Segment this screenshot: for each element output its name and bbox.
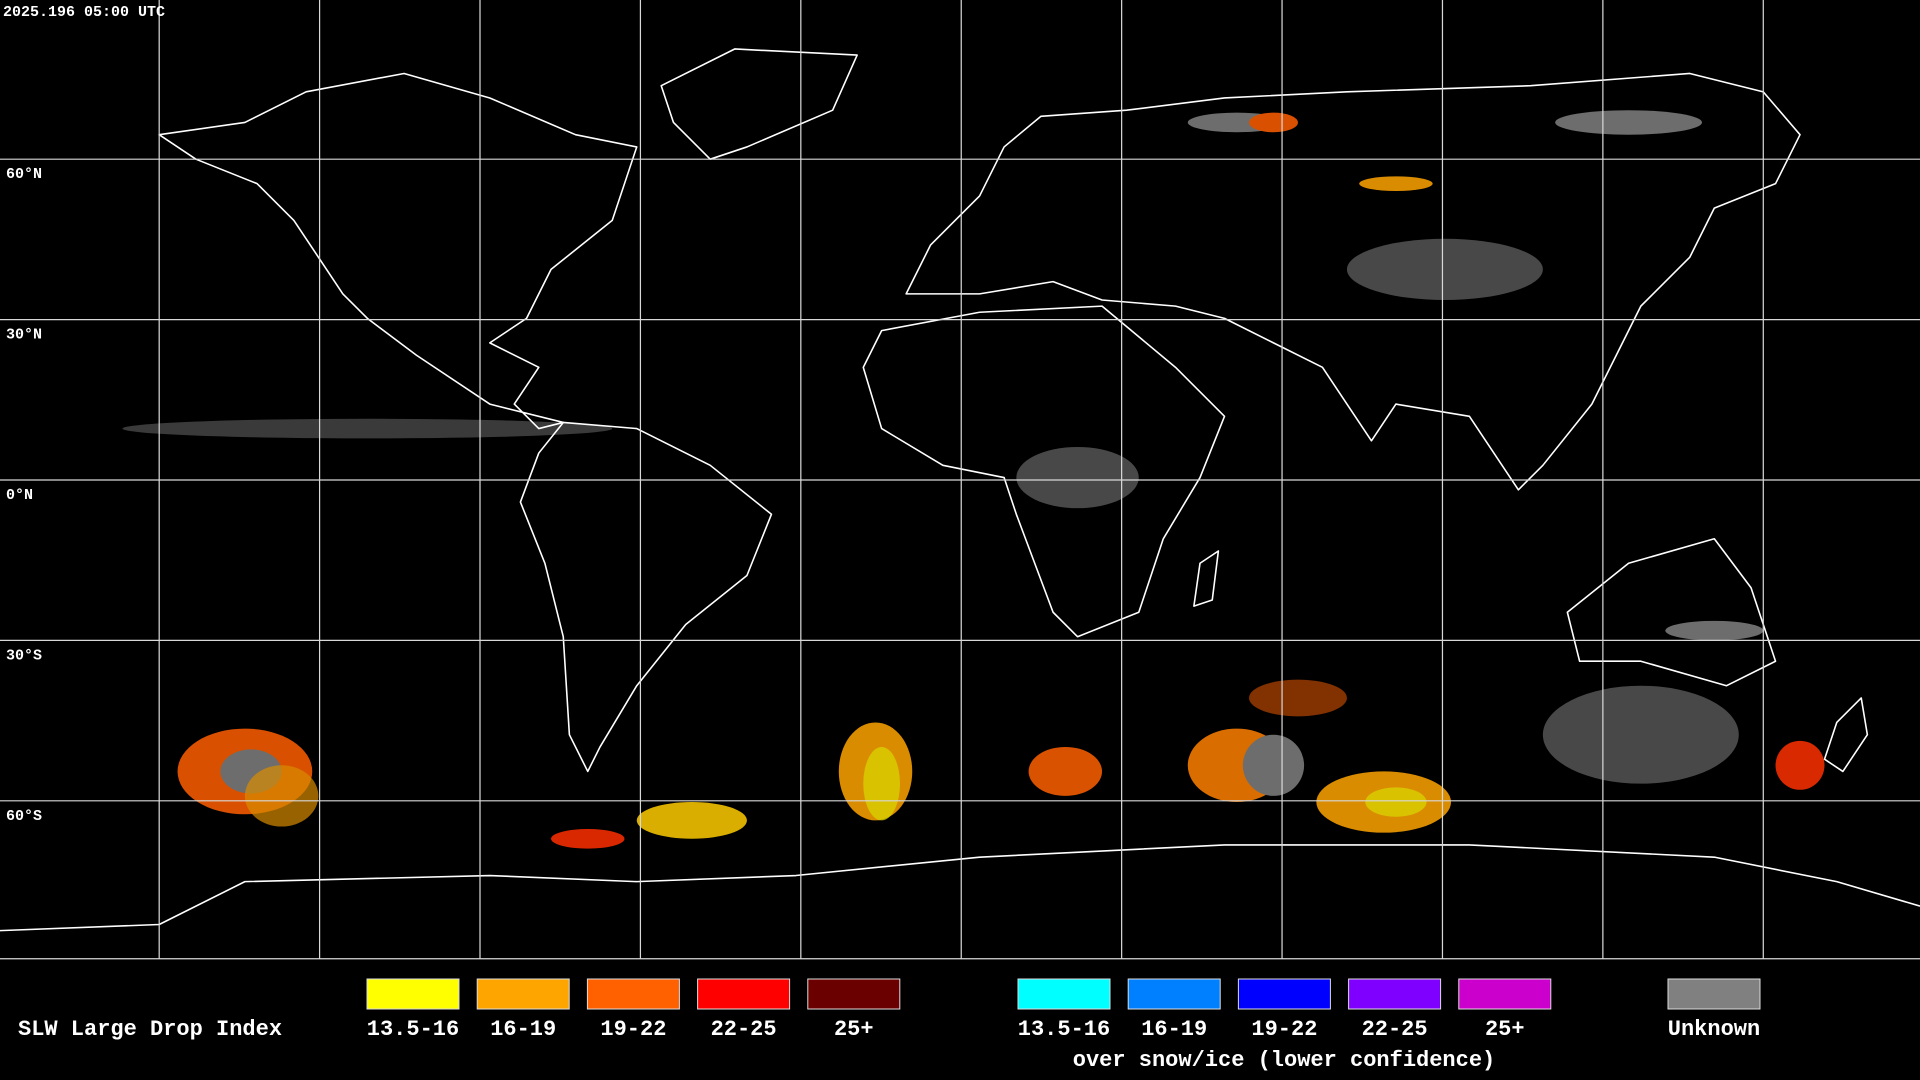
legend-swatch <box>1458 978 1552 1010</box>
legend-label: 25+ <box>1485 1017 1525 1042</box>
coastlines <box>0 48 1920 932</box>
drop-area <box>863 746 901 821</box>
legend-label: 13.5-16 <box>367 1017 459 1042</box>
new-zealand <box>1823 697 1869 773</box>
timestamp: 2025.196 05:00 UTC <box>3 4 165 21</box>
drop-area <box>1028 746 1103 796</box>
unknown-area <box>1242 734 1305 796</box>
latitude-labels: 60°N 30°N 0°N 30°S 60°S <box>6 166 42 825</box>
map <box>0 0 1920 960</box>
legend-swatch <box>697 978 791 1010</box>
legend-label: 16-19 <box>490 1017 556 1042</box>
legend-label: 13.5-16 <box>1018 1017 1110 1042</box>
drop-area <box>551 828 625 849</box>
australia <box>1566 537 1777 687</box>
legend-label: 22-25 <box>711 1017 777 1042</box>
latitude-label: 30°N <box>6 327 42 344</box>
antarctica <box>0 844 1920 932</box>
unknown-area <box>1346 238 1543 301</box>
legend-swatch <box>1348 978 1442 1010</box>
unknown-area <box>1555 110 1703 135</box>
legend-swatch <box>366 978 460 1010</box>
legend-swatch <box>807 978 901 1010</box>
legend-label: 19-22 <box>600 1017 666 1042</box>
legend-swatch <box>1237 978 1331 1010</box>
drop-area <box>1248 679 1347 717</box>
drop-area <box>244 765 319 827</box>
legend-swatch <box>1127 978 1221 1010</box>
drop-area <box>1775 740 1825 790</box>
legend-swatch <box>1667 978 1761 1010</box>
south-america <box>519 421 773 773</box>
cloud-field <box>122 110 1825 849</box>
legend-title: SLW Large Drop Index <box>18 1017 282 1042</box>
madagascar <box>1193 550 1220 607</box>
legend-caption: over snow/ice (lower confidence) <box>1073 1048 1495 1073</box>
africa <box>862 305 1226 638</box>
graticule <box>0 0 1920 959</box>
legend-swatch <box>586 978 680 1010</box>
drop-area <box>1248 112 1298 133</box>
latitude-label: 30°S <box>6 647 42 664</box>
drop-area <box>1359 176 1433 192</box>
unknown-area <box>1542 685 1739 784</box>
unknown-area <box>1665 620 1764 641</box>
latitude-label: 60°S <box>6 808 42 825</box>
legend-label: 19-22 <box>1251 1017 1317 1042</box>
greenland <box>660 48 858 160</box>
unknown-area <box>1016 446 1139 509</box>
unknown-area <box>122 418 613 439</box>
legend-label: 16-19 <box>1141 1017 1207 1042</box>
legend-label: Unknown <box>1668 1017 1760 1042</box>
drop-area <box>1365 787 1427 817</box>
legend-label: 25+ <box>834 1017 874 1042</box>
north-america <box>158 72 638 430</box>
latitude-label: 0°N <box>6 487 33 504</box>
legend-swatch <box>1017 978 1111 1010</box>
legend-label: 22-25 <box>1362 1017 1428 1042</box>
legend: SLW Large Drop Index 13.5-16 16-19 19-22 22-… <box>18 978 1761 1073</box>
legend-swatch <box>476 978 570 1010</box>
latitude-label: 60°N <box>6 166 42 183</box>
eurasia <box>905 72 1801 491</box>
drop-area <box>636 802 747 839</box>
